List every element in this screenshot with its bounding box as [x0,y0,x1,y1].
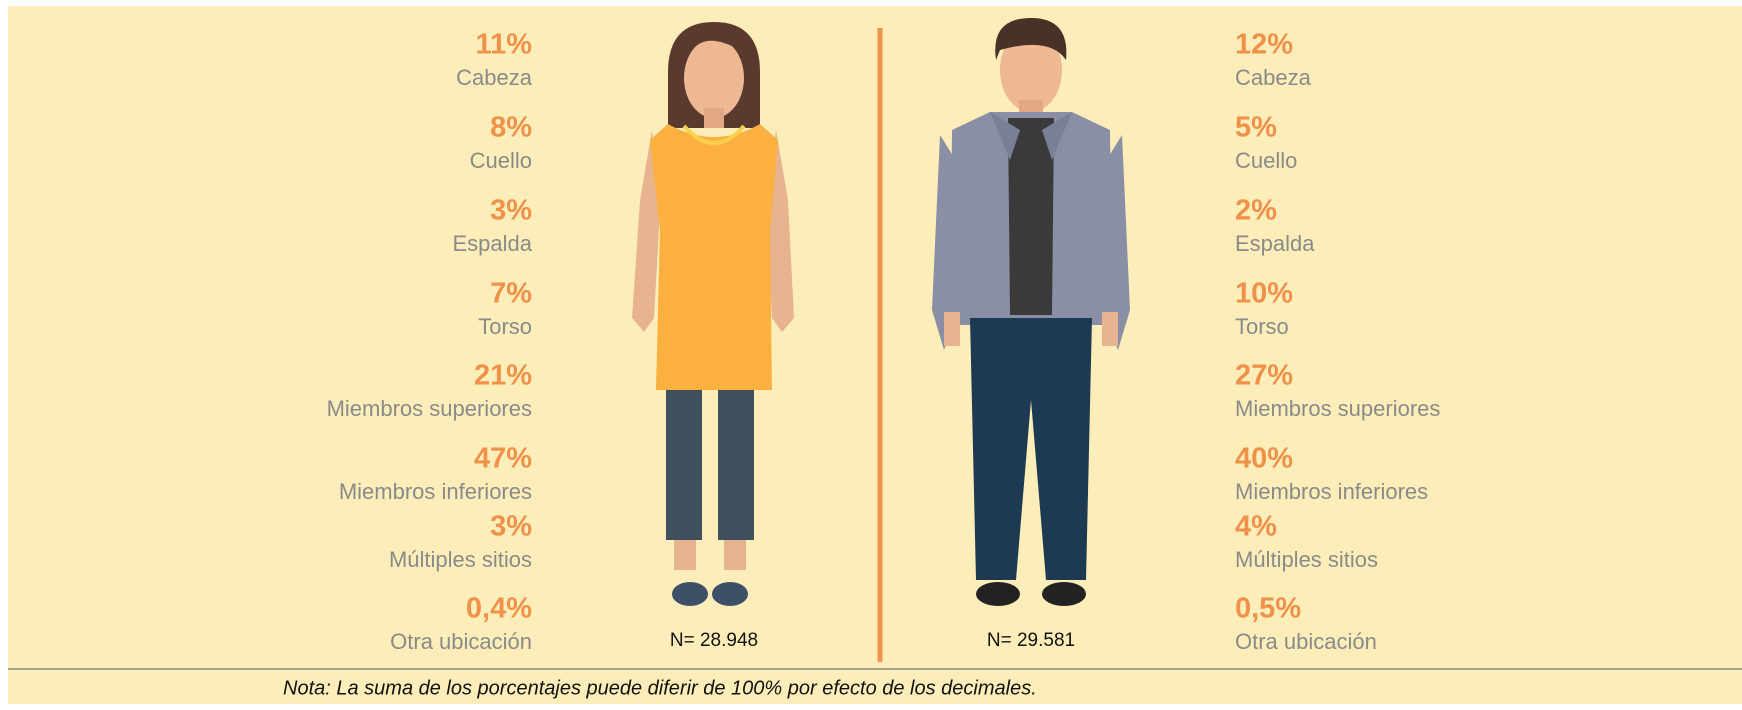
body-part: Torso [1235,314,1289,339]
body-part: Cabeza [456,65,533,90]
percent: 0,5% [1235,593,1301,625]
body-part: Múltiples sitios [1235,547,1378,572]
male-figure [932,18,1130,606]
percent: 2% [1235,195,1277,227]
body-part: Miembros superiores [327,396,532,421]
body-part: Torso [478,314,532,339]
body-part: Otra ubicación [1235,629,1377,654]
body-part: Cuello [1235,148,1297,173]
body-part: Miembros inferiores [339,479,532,504]
sample-size: N= 29.581 [987,630,1075,651]
percent: 40% [1235,443,1293,475]
body-part: Miembros superiores [1235,396,1440,421]
body-part: Espalda [1235,231,1315,256]
percent: 21% [474,360,532,392]
body-part: Cuello [470,148,532,173]
background [8,6,1742,704]
percent: 5% [1235,112,1277,144]
body-part: Otra ubicación [390,629,532,654]
percent: 0,4% [466,593,532,625]
percent: 3% [490,511,532,543]
body-part: Cabeza [1235,65,1312,90]
body-part: Espalda [452,231,532,256]
percent: 27% [1235,360,1293,392]
percent: 4% [1235,511,1277,543]
percent: 47% [474,443,532,475]
body-part: Múltiples sitios [389,547,532,572]
percent: 11% [476,29,533,61]
percent: 3% [490,195,532,227]
percent: 12% [1235,29,1293,61]
percent: 7% [490,278,532,310]
sample-size: N= 28.948 [670,630,758,651]
percent: 10% [1235,278,1293,310]
percent: 8% [490,112,532,144]
body-part: Miembros inferiores [1235,479,1428,504]
note: Nota: La suma de los porcentajes puede d… [283,677,1037,699]
female-figure [632,22,794,606]
